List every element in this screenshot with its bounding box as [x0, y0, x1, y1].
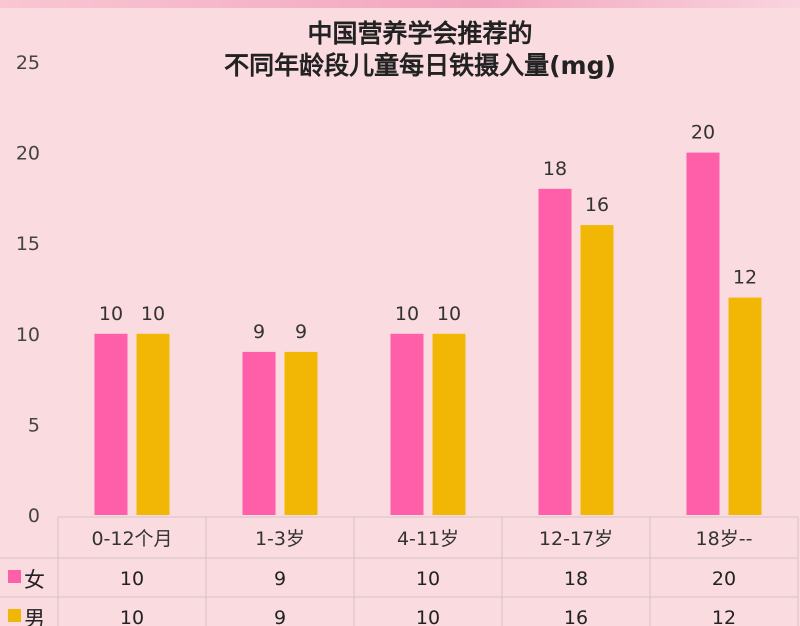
bar-male	[580, 225, 614, 515]
bar-value-label: 9	[295, 321, 307, 343]
bar-female	[390, 333, 424, 515]
x-category-label: 0-12个月	[91, 528, 172, 550]
chart-title: 中国营养学会推荐的 不同年龄段儿童每日铁摄入量(mg)	[140, 18, 700, 82]
table-cell-value: 10	[416, 568, 440, 590]
chart-title-line-2: 不同年龄段儿童每日铁摄入量(mg)	[224, 51, 616, 80]
top-accent-bar	[0, 0, 800, 8]
y-tick-label: 10	[16, 324, 40, 346]
table-cell-value: 12	[712, 607, 736, 626]
bar-male	[284, 351, 318, 515]
table-cell-value: 9	[274, 607, 286, 626]
bar-value-label: 10	[99, 303, 123, 325]
y-tick-label: 5	[28, 414, 40, 436]
legend-label-male: 男	[24, 607, 45, 626]
bar-female	[94, 333, 128, 515]
bar-male	[136, 333, 170, 515]
x-category-label: 18岁--	[696, 528, 753, 550]
bar-value-label: 10	[395, 303, 419, 325]
legend-label-female: 女	[24, 568, 45, 592]
table-cell-value: 16	[564, 607, 588, 626]
table-cell-value: 20	[712, 568, 736, 590]
table-cell-value: 10	[120, 568, 144, 590]
bar-male	[432, 333, 466, 515]
y-tick-label: 20	[16, 143, 40, 165]
y-tick-label: 25	[16, 52, 40, 74]
table-cell-value: 9	[274, 568, 286, 590]
bar-value-label: 12	[733, 267, 757, 289]
legend-swatch-male	[8, 609, 21, 622]
bar-value-label: 10	[141, 303, 165, 325]
chart-title-line-1: 中国营养学会推荐的	[307, 19, 533, 48]
bar-female	[242, 351, 276, 515]
bar-value-label: 16	[585, 194, 609, 216]
x-category-label: 1-3岁	[255, 528, 305, 550]
x-category-label: 4-11岁	[397, 528, 459, 550]
y-tick-label: 0	[28, 505, 40, 527]
bar-female	[686, 152, 720, 515]
bar-value-label: 9	[253, 321, 265, 343]
table-cell-value: 18	[564, 568, 588, 590]
bar-male	[728, 297, 762, 515]
table-cell-value: 10	[416, 607, 440, 626]
table-cell-value: 10	[120, 607, 144, 626]
bar-value-label: 20	[691, 122, 715, 144]
bar-female	[538, 188, 572, 515]
bar-value-label: 10	[437, 303, 461, 325]
legend-swatch-female	[8, 570, 21, 583]
y-tick-label: 15	[16, 233, 40, 255]
bar-value-label: 18	[543, 158, 567, 180]
x-category-label: 12-17岁	[539, 528, 613, 550]
